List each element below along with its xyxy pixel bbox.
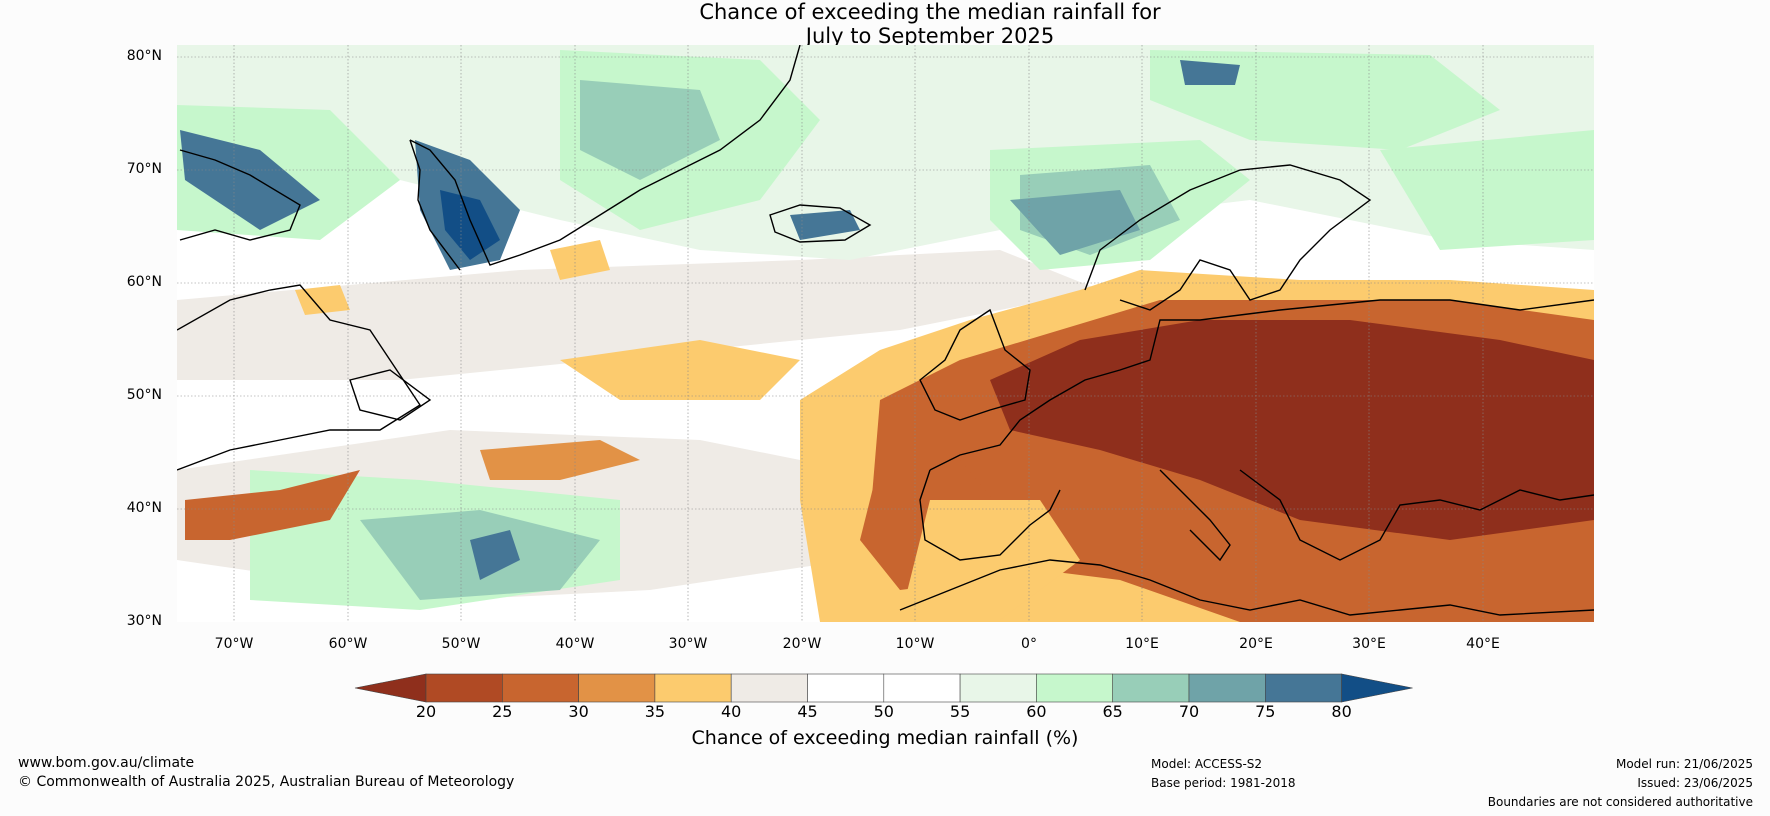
colorbar-swatch <box>501 673 579 703</box>
footer-model: Model: ACCESS-S2 <box>1151 757 1263 771</box>
colorbar-tick-label: 25 <box>492 702 513 721</box>
colorbar-swatch <box>578 673 656 703</box>
colorbar-tick-label: 45 <box>797 702 818 721</box>
dry-band-atlantic-southwest <box>185 470 360 540</box>
colorbar-swatch <box>1265 673 1342 703</box>
dry-light-nw-africa <box>900 500 1080 620</box>
colorbar-tick-label: 65 <box>1102 702 1123 721</box>
lat-label-80n: 80°N <box>126 48 162 64</box>
colorbar-swatch <box>730 673 808 703</box>
dry-strong-central-europe <box>990 320 1594 540</box>
colorbar-tick-label: 55 <box>949 702 971 721</box>
dry-light-greenland-south <box>550 240 610 280</box>
colorbar-tick-label: 50 <box>873 702 894 721</box>
map-title-line2: July to September 2025 <box>805 24 1055 48</box>
colorbar-swatch <box>425 673 503 703</box>
iceland-coastline <box>769 204 872 243</box>
colorbar-swatch <box>807 673 885 703</box>
footer-issued: Issued: 23/06/2025 <box>1637 776 1753 790</box>
colorbar-swatch <box>1188 673 1266 703</box>
labrador-coastline <box>177 284 421 471</box>
wet-strong-baffin <box>180 130 320 230</box>
map-title-line1: Chance of exceeding the median rainfall … <box>699 0 1161 24</box>
wet-strong-norway-coast <box>1010 190 1140 255</box>
baffin-coastline <box>179 149 301 241</box>
lat-label-30n: 30°N <box>126 613 162 629</box>
wet-strong-greenland-core <box>440 190 500 260</box>
balkans-coastline <box>1239 469 1594 561</box>
lat-label-50n: 50°N <box>126 387 162 403</box>
lon-label-20w: 20°W <box>782 636 822 652</box>
iberia-coastline <box>919 469 1061 561</box>
wet-area-east <box>1380 130 1594 250</box>
africa-coastline <box>899 559 1594 616</box>
lon-label-10w: 10°W <box>895 636 935 652</box>
europe-coastline <box>929 299 1594 471</box>
newfoundland-coastline <box>349 369 432 421</box>
colorbar-swatch <box>1036 673 1114 703</box>
wet-mid-greenland-sea <box>580 80 720 180</box>
colorbar-arrow-low <box>354 673 427 703</box>
colorbar-label: Chance of exceeding median rainfall (%) <box>691 727 1079 749</box>
map-title: Chance of exceeding the median rainfall … <box>0 0 1770 48</box>
colorbar-swatch <box>883 673 961 703</box>
map-field <box>177 45 1594 622</box>
neutral-area-atlantic <box>177 250 1100 380</box>
wet-strong-svalbard <box>1180 60 1240 85</box>
wet-strong-iceland <box>790 210 860 240</box>
colorbar-arrow-high <box>1341 673 1413 703</box>
italy-coastline <box>1159 469 1231 562</box>
colorbar-tick-label: 60 <box>1026 702 1047 721</box>
lon-label-40w: 40°W <box>555 636 595 652</box>
footer-disclaimer: Boundaries are not considered authoritat… <box>1487 795 1753 809</box>
colorbar <box>354 673 1413 703</box>
uk-ireland-coastline <box>919 308 1031 421</box>
wet-strong-atlantic-south <box>470 530 520 580</box>
colorbar-swatch <box>959 673 1037 703</box>
lat-label-70n: 70°N <box>126 161 162 177</box>
footer-website: www.bom.gov.au/climate <box>18 755 195 771</box>
lon-label-70w: 70°W <box>214 636 254 652</box>
colorbar-tick-label: 40 <box>721 702 742 721</box>
colorbar-swatch <box>654 673 732 703</box>
lon-label-10e: 10°E <box>1125 636 1159 652</box>
colorbar-tick-label: 70 <box>1178 702 1200 721</box>
footer-base-period: Base period: 1981-2018 <box>1151 776 1296 790</box>
lon-label-30w: 30°W <box>668 636 708 652</box>
colorbar-swatch <box>1112 673 1190 703</box>
colorbar-tick-label: 75 <box>1255 702 1276 721</box>
footer-model-run: Model run: 21/06/2025 <box>1615 757 1753 771</box>
lon-label-60w: 60°W <box>328 636 368 652</box>
coastlines <box>177 45 1594 616</box>
scandinavia-coastline <box>1084 164 1372 311</box>
greenland-coastline <box>409 45 801 266</box>
colorbar-tick-label: 35 <box>644 702 666 721</box>
dry-light-labrador-coast <box>295 285 350 315</box>
lat-label-40n: 40°N <box>126 500 162 516</box>
lon-label-20e: 20°E <box>1239 636 1273 652</box>
lon-label-50w: 50°W <box>441 636 481 652</box>
lon-label-40e: 40°E <box>1466 636 1500 652</box>
colorbar-tick-label: 20 <box>415 702 437 721</box>
lon-label-0: 0° <box>1021 636 1037 652</box>
lat-label-60n: 60°N <box>126 274 162 290</box>
dry-band-atlantic-mid <box>480 440 640 480</box>
lon-label-30e: 30°E <box>1352 636 1386 652</box>
colorbar-tick-label: 30 <box>568 702 589 721</box>
greenland-west-coastline <box>409 139 461 271</box>
graticule <box>177 45 1594 622</box>
footer-copyright: © Commonwealth of Australia 2025, Austra… <box>18 774 515 790</box>
colorbar-tick-label: 80 <box>1331 702 1352 721</box>
dry-light-atlantic-band <box>560 340 800 400</box>
